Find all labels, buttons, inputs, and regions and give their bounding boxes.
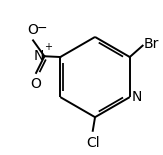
Text: O: O bbox=[27, 23, 38, 37]
Text: N: N bbox=[132, 90, 142, 104]
Text: Br: Br bbox=[143, 38, 159, 51]
Text: −: − bbox=[36, 22, 47, 35]
Text: N: N bbox=[33, 49, 44, 63]
Text: Cl: Cl bbox=[86, 136, 100, 150]
Text: +: + bbox=[44, 42, 52, 52]
Text: O: O bbox=[30, 77, 41, 91]
